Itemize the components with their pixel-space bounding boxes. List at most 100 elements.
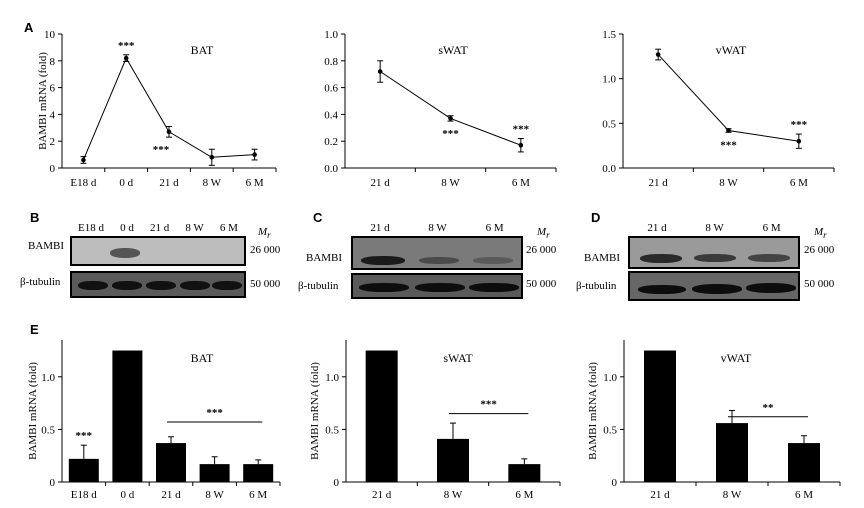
bar-vwat-significance: ** xyxy=(763,402,775,414)
line-swat-y-tick-label: 0.4 xyxy=(324,109,338,121)
bar-vwat-bar xyxy=(716,423,748,482)
line-bat-title: BAT xyxy=(191,43,214,57)
bar-vwat-y-label: BAMBI mRNA (fold) xyxy=(587,362,599,460)
mw-marker-50000: 50 000 xyxy=(250,278,281,290)
line-vwat-title: vWAT xyxy=(716,43,747,57)
line-bat-data-point xyxy=(81,157,86,163)
bar-bat-x-tick-label: 21 d xyxy=(161,489,181,501)
line-swat-y-tick-label: 0.6 xyxy=(324,83,338,95)
bar-swat-x-tick-label: 8 W xyxy=(444,489,463,501)
panel-label-b: B xyxy=(30,210,40,225)
mw-marker-50000: 50 000 xyxy=(804,278,835,290)
line-bat-x-tick-label: 8 W xyxy=(203,177,222,189)
bar-bat-bar xyxy=(112,350,143,482)
lane-label: 0 d xyxy=(120,222,134,234)
mw-marker-26000: 26 000 xyxy=(250,244,281,256)
lane-label: 6 M xyxy=(219,222,238,234)
bar-bat-x-tick-label: 8 W xyxy=(205,489,224,501)
line-bat-y-tick-label: 6 xyxy=(50,83,56,95)
panel-label-e: E xyxy=(30,322,39,337)
blot-row-label-tubulin: β-tubulin xyxy=(20,276,61,288)
bar-swat-significance: *** xyxy=(480,399,497,411)
bar-vwat-x-tick-label: 21 d xyxy=(650,489,670,501)
bar-swat-y-tick-label: 0 xyxy=(334,477,340,489)
bar-swat-y-label: BAMBI mRNA (fold) xyxy=(309,362,321,460)
bar-bat-x-tick-label: 0 d xyxy=(121,489,135,501)
bar-vwat-x-tick-label: 6 M xyxy=(795,489,813,501)
blot-row-label-bambi: BAMBI xyxy=(584,252,621,264)
bar-vwat-title: vWAT xyxy=(721,351,752,365)
lane-label: 8 W xyxy=(705,222,724,234)
lane-label: 8 W xyxy=(185,222,204,234)
panel-label-c: C xyxy=(313,210,323,225)
bar-swat-y-tick-label: 0.5 xyxy=(325,424,339,436)
mr-label: Mr xyxy=(537,226,550,241)
panel-label-d: D xyxy=(591,210,601,225)
bar-swat-x-tick-label: 21 d xyxy=(372,489,392,501)
bar-vwat-bar xyxy=(644,350,676,482)
bar-bat-bar xyxy=(243,464,274,482)
line-vwat-y-tick-label: 0.0 xyxy=(602,163,616,175)
bar-vwat-bar xyxy=(788,443,820,482)
line-vwat-y-tick-label: 1.0 xyxy=(602,74,616,86)
lane-label: 6 M xyxy=(485,222,504,234)
mr-label: Mr xyxy=(814,226,827,241)
line-bat-data-point xyxy=(252,152,257,157)
line-swat-significance: *** xyxy=(513,124,530,136)
line-bat-data-point xyxy=(123,55,129,61)
blot-row-label-bambi: BAMBI xyxy=(28,240,65,252)
blot-b-lane-labels: E18 d 0 d 21 d 8 W 6 M xyxy=(70,222,246,234)
bar-vwat-x-tick-label: 8 W xyxy=(723,489,742,501)
line-swat-data-point xyxy=(518,142,524,148)
line-bat-y-tick-label: 10 xyxy=(44,29,56,41)
blot-row-label-tubulin: β-tubulin xyxy=(576,280,617,292)
bar-bat-y-tick-label: 1.0 xyxy=(41,372,55,384)
lane-label: 21 d xyxy=(647,222,667,234)
bar-bat-title: BAT xyxy=(191,351,214,365)
line-bat-data-point xyxy=(166,129,172,135)
line-vwat-significance: *** xyxy=(720,139,737,151)
bar-swat-bar xyxy=(365,350,398,482)
lane-label: 8 W xyxy=(428,222,447,234)
panel-label-a: A xyxy=(24,20,34,35)
blot-row-label-bambi: BAMBI xyxy=(306,252,343,264)
blot-c-lane-labels: 21 d 8 W 6 M xyxy=(351,222,523,234)
line-bat-y-tick-label: 0 xyxy=(50,163,56,175)
line-bat-x-tick-label: 21 d xyxy=(159,177,179,189)
line-swat-title: sWAT xyxy=(438,43,468,57)
line-bat-significance: *** xyxy=(153,144,170,156)
line-swat-x-tick-label: 21 d xyxy=(371,177,391,189)
line-bat-x-tick-label: 0 d xyxy=(119,177,133,189)
bar-swat-title: sWAT xyxy=(443,351,473,365)
line-bat-significance: *** xyxy=(118,40,135,52)
bar-bat-significance: *** xyxy=(206,407,223,419)
bar-vwat-y-tick-label: 1.0 xyxy=(603,372,617,384)
line-bat-data-point xyxy=(209,154,215,160)
bar-bat-significance: *** xyxy=(76,430,93,442)
blot-row-label-tubulin: β-tubulin xyxy=(298,280,339,292)
lane-label: 21 d xyxy=(370,222,390,234)
line-bat-y-tick-label: 8 xyxy=(50,56,56,68)
line-swat-y-tick-label: 1.0 xyxy=(324,29,338,41)
line-vwat-significance: *** xyxy=(791,119,808,131)
bar-bat-bar xyxy=(199,464,230,482)
line-vwat-data-point xyxy=(726,128,731,133)
blot-d-lane-labels: 21 d 8 W 6 M xyxy=(628,222,800,234)
blot-d-tubulin-strip xyxy=(628,271,800,301)
line-swat-x-tick-label: 8 W xyxy=(441,177,460,189)
line-swat-y-tick-label: 0.2 xyxy=(324,136,338,148)
bar-vwat-y-tick-label: 0.5 xyxy=(603,424,617,436)
line-swat-y-tick-label: 0.0 xyxy=(324,163,338,175)
line-swat-data-point xyxy=(448,116,453,121)
blot-d-bambi-strip xyxy=(628,236,800,269)
blot-c-tubulin-strip xyxy=(351,273,523,299)
lane-label: 21 d xyxy=(150,222,170,234)
blot-b-tubulin-strip xyxy=(70,271,246,298)
bar-bat-x-tick-label: E18 d xyxy=(71,489,97,501)
line-bat-y-label: BAMBI mRNA (fold) xyxy=(37,52,49,150)
bar-swat-x-tick-label: 6 M xyxy=(515,489,533,501)
line-bat-y-tick-label: 4 xyxy=(50,109,56,121)
line-swat-significance: *** xyxy=(442,128,459,140)
line-vwat-x-tick-label: 8 W xyxy=(719,177,738,189)
